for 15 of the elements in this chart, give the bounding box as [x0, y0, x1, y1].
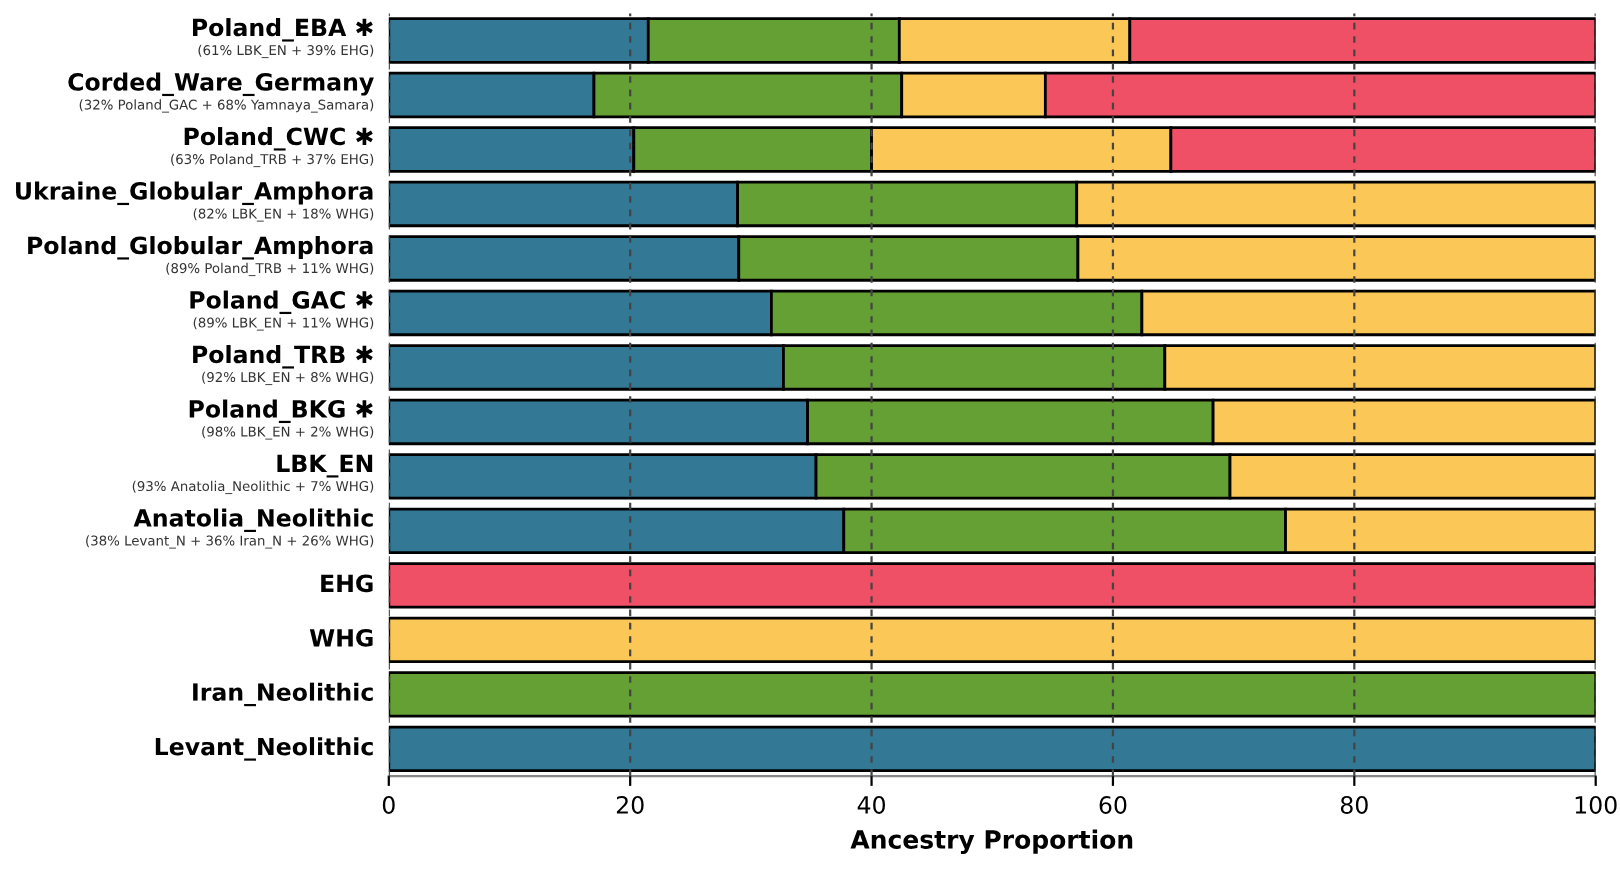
x-tick-label: 0: [382, 796, 395, 814]
bar: [388, 562, 1596, 609]
bar: [388, 725, 1596, 773]
x-tick-label: 100: [1575, 796, 1617, 814]
y-tick-label: Levant_Neolithic: [155, 737, 373, 761]
bar: [388, 616, 1596, 664]
y-tick-label: WHG: [309, 628, 373, 647]
y-tick-label: Iran_Neolithic: [193, 682, 373, 707]
x-tick-label: 20: [616, 796, 644, 814]
y-tick-label: EHG: [321, 574, 373, 593]
x-axis-title: Ancestry Proportion: [850, 829, 1133, 854]
x-tick-label: 80: [1340, 796, 1368, 814]
bar: [388, 671, 1596, 718]
x-tick-label: 60: [1099, 796, 1127, 814]
x-tick-label: 40: [857, 796, 886, 814]
